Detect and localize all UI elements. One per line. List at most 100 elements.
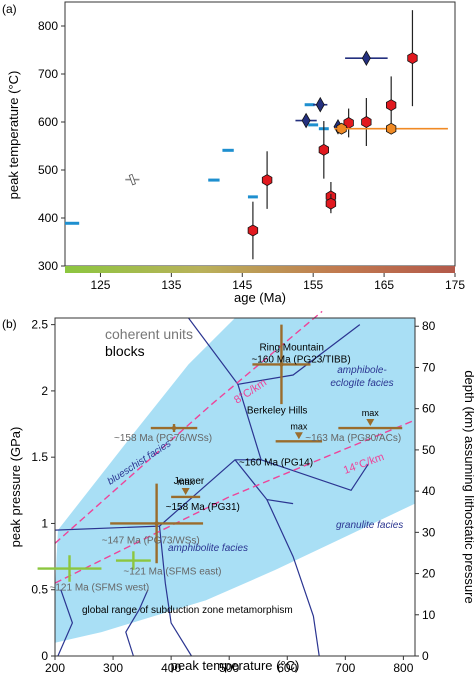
diamond-marker	[301, 112, 311, 129]
brown-point-sublabel: Jenner	[174, 476, 205, 487]
facies-boundaries	[54, 310, 416, 657]
open-rect-marker	[128, 173, 136, 186]
max-label: max	[177, 477, 195, 487]
facies-label-amphibole-eclogite-1: amphibole-	[337, 365, 387, 376]
y-right-tick-label: 40	[422, 484, 436, 498]
facies-boundary-low-2	[125, 589, 149, 657]
brown-point-label: ~147 Ma (PG73/WSs)	[102, 535, 200, 546]
legend-coherent-units: coherent units	[105, 326, 193, 342]
panel-a: (a) 125 135 145 155 165 175 300 400 500 600 700 800…	[2, 1, 465, 305]
panel-b-axes: 200 300 400 500 600 700 800 0 0.5 1 1.5 2 2.5 0 10 20 30…	[31, 318, 435, 675]
x-tick-label: 300	[103, 661, 123, 675]
panel-b-label: (b)	[2, 317, 17, 331]
coherent-unit-bar	[222, 148, 234, 152]
max-arrow-marker	[181, 487, 190, 495]
age-color-bar	[65, 266, 455, 273]
panel-a-axes: 125 135 145 155 165 175 300 400 500 600 700 800	[38, 19, 465, 292]
y-tick-label: 1.5	[31, 450, 48, 464]
y-tick-label: 2.5	[31, 318, 48, 332]
x-tick-label: 400	[161, 661, 181, 675]
brown-point-marker	[279, 362, 284, 367]
brown-point-label: ~158 Ma (PG76/WSs)	[114, 433, 212, 444]
brown-point-label: ~160 Ma (PG14)	[239, 457, 313, 468]
y-right-tick-label: 80	[422, 319, 436, 333]
panel-b-ylabel: peak pressure (GPa)	[8, 427, 23, 548]
diamond-marker	[361, 50, 371, 66]
y-tick-label: 700	[38, 67, 58, 81]
panel-a-xlabel: age (Ma)	[234, 290, 286, 305]
panel-b-marks: ~160 Ma (PG23/TIBB)Ring Mountain ~158 Ma …	[37, 324, 403, 594]
facies-boundary-upper	[188, 317, 361, 385]
brown-point-sublabel: Berkeley Hills	[247, 405, 308, 416]
panel-b-plot-area	[54, 317, 416, 657]
facies-boundary-melt	[266, 499, 320, 657]
legend-blocks: blocks	[105, 343, 145, 359]
x-tick-label: 175	[445, 278, 465, 292]
x-tick-label: 200	[45, 661, 65, 675]
facies-label-granulite: granulite facies	[336, 520, 403, 531]
green-point-label: ~121 Ma (SFMS west)	[50, 583, 150, 594]
hexagon-marker	[385, 122, 397, 135]
facies-boundary-greenschist	[158, 526, 193, 657]
coherent-unit-bar	[308, 123, 319, 127]
y-tick-label: 600	[38, 115, 58, 129]
y-right-tick-label: 30	[422, 525, 436, 539]
y-right-tick-label: 70	[422, 360, 436, 374]
facies-label-amphibole-eclogite-2: eclogite facies	[330, 378, 393, 389]
y-tick-label: 400	[38, 211, 58, 225]
hexagon-marker	[261, 174, 273, 187]
brown-point-label: ~163 Ma (PG80/ACs)	[305, 433, 401, 444]
brown-point-label: ~158 Ma (PG31)	[166, 502, 240, 513]
panel-b: (b) 200 300 400 500 600 700 800 0 0.5 1 1.5 2 2.5 0 10…	[2, 310, 474, 675]
y-right-tick-label: 10	[422, 608, 436, 622]
brown-point-label: ~160 Ma (PG23/TIBB)	[251, 354, 350, 365]
facies-boundary-lower	[54, 459, 262, 531]
facies-boundary-middle	[237, 384, 370, 492]
coherent-unit-bar	[208, 178, 220, 182]
y-right-tick-label: 50	[422, 443, 436, 457]
facies-boundary-low	[57, 589, 74, 657]
panel-a-ylabel: peak temperature (°C)	[6, 71, 21, 200]
y-tick-label: 500	[38, 163, 58, 177]
hexagon-marker	[247, 224, 259, 237]
brown-point-marker	[171, 425, 177, 431]
hexagon-marker	[318, 143, 330, 156]
y-tick-label: 800	[38, 19, 58, 33]
y-tick-label: 2	[41, 384, 48, 398]
brown-point-sublabel: Ring Mountain	[259, 342, 323, 353]
y-right-tick-label: 60	[422, 402, 436, 416]
y-tick-label: 300	[38, 259, 58, 273]
facies-label-amphibolite: amphibolite facies	[168, 543, 248, 554]
y-right-tick-label: 20	[422, 567, 436, 581]
panel-a-plot-area	[64, 1, 456, 267]
x-tick-label: 700	[335, 661, 355, 675]
max-label: max	[362, 408, 380, 418]
panel-a-label: (a)	[2, 2, 17, 16]
coherent-unit-bar	[65, 221, 80, 225]
max-arrow-marker	[366, 419, 375, 427]
x-tick-label: 125	[90, 278, 110, 292]
y-tick-label: 0	[41, 649, 48, 663]
hexagon-marker	[325, 197, 337, 210]
diamond-marker	[315, 96, 325, 113]
y-right-tick-label: 0	[422, 649, 429, 663]
x-tick-label: 145	[232, 278, 252, 292]
panel-b-xlabel: peak temperature (°C)	[171, 658, 300, 673]
x-tick-label: 800	[393, 661, 413, 675]
panel-b-ylabel-right: depth (km) assuming lithostatic pressure	[462, 370, 474, 603]
max-label: max	[290, 421, 308, 431]
y-tick-label: 0.5	[31, 583, 48, 597]
max-arrow-marker	[294, 432, 303, 440]
x-tick-label: 500	[219, 661, 239, 675]
x-tick-label: 600	[277, 661, 297, 675]
panel-a-marks	[65, 10, 448, 260]
x-tick-label: 165	[374, 278, 394, 292]
coherent-unit-bar	[247, 195, 258, 199]
y-tick-label: 1	[41, 516, 48, 530]
coherent-unit-bar	[304, 103, 315, 107]
brown-point-marker	[154, 521, 159, 526]
geotherm-8	[54, 310, 323, 544]
facies-label-global-range: global range of subduction zone metamorp…	[82, 605, 293, 616]
green-point-label: ~121 Ma (SFMS east)	[123, 567, 221, 578]
